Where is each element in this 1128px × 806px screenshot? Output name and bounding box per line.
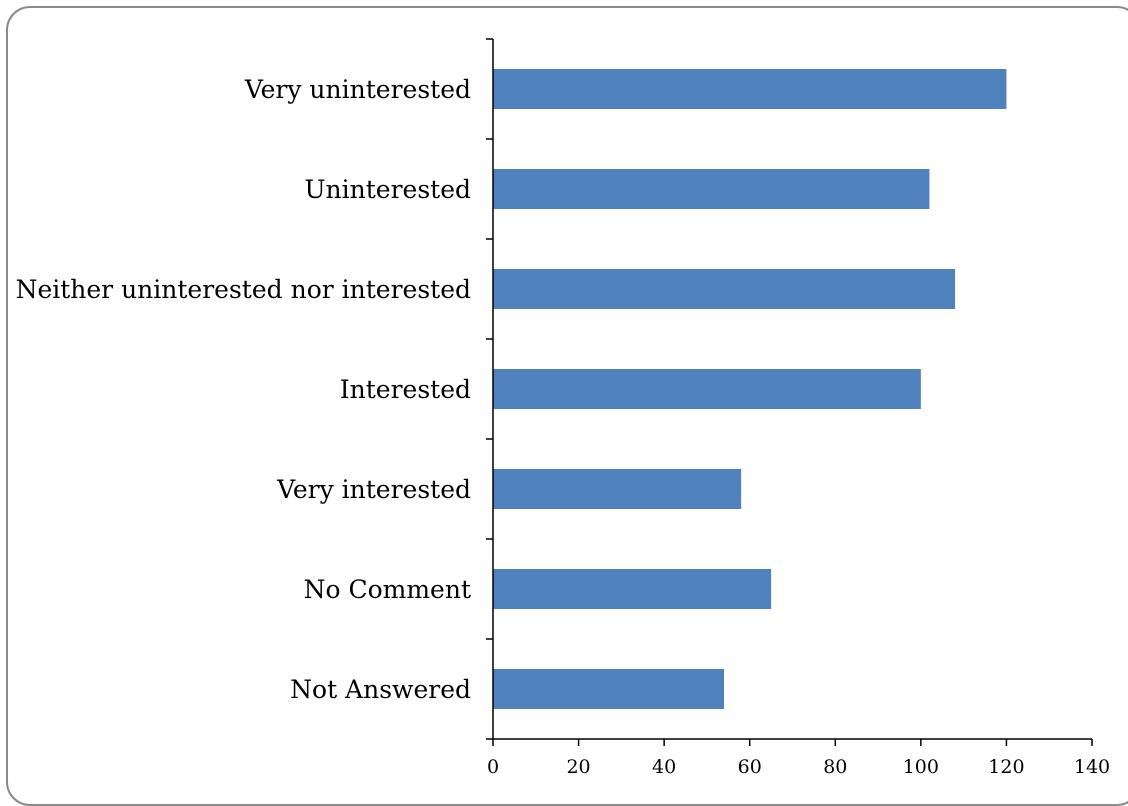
bar <box>493 469 742 509</box>
category-labels: Very uninterested Uninterested Neither uni… <box>16 75 471 704</box>
category-label: Uninterested <box>304 175 471 204</box>
x-tick-label: 0 <box>487 756 499 778</box>
bar <box>493 69 1007 109</box>
category-label: Not Answered <box>290 675 471 704</box>
category-label: Very uninterested <box>244 75 471 104</box>
x-tick-label: 40 <box>652 756 676 778</box>
category-label: No Comment <box>304 575 471 604</box>
x-tick-label: 100 <box>903 756 939 778</box>
x-tick-label: 20 <box>566 756 590 778</box>
x-tick-label: 120 <box>988 756 1024 778</box>
bar <box>493 269 956 309</box>
x-tick-label: 140 <box>1074 756 1110 778</box>
category-label: Interested <box>340 375 471 404</box>
bars-group <box>493 69 1007 709</box>
category-label: Very interested <box>276 475 471 504</box>
bar <box>493 569 772 609</box>
bar <box>493 369 921 409</box>
bar <box>493 169 930 209</box>
y-axis-ticks <box>486 38 493 740</box>
bar <box>493 669 725 709</box>
x-axis-ticks: 0 20 40 60 80 100 120 140 <box>487 739 1110 778</box>
x-tick-label: 60 <box>738 756 762 778</box>
category-label: Neither uninterested nor interested <box>16 275 471 304</box>
x-tick-label: 80 <box>823 756 847 778</box>
